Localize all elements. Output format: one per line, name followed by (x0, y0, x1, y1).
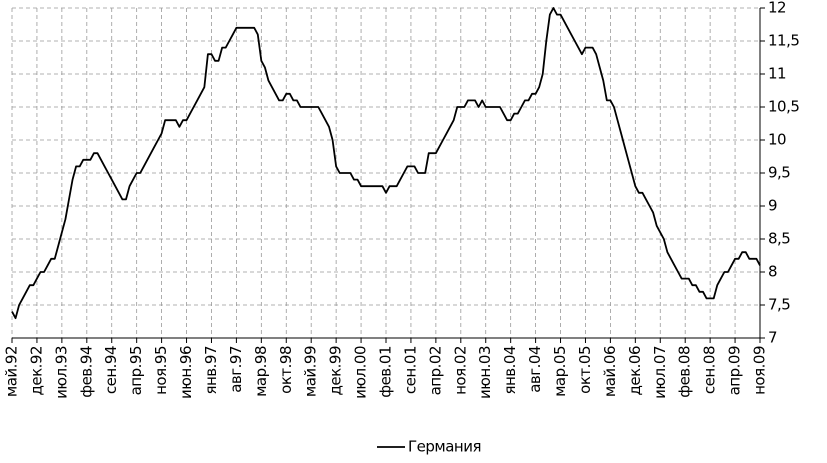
x-tick-label: дек.92 (27, 346, 45, 396)
x-tick-label: янв.04 (501, 346, 519, 395)
x-tick-label: июл.07 (651, 346, 669, 399)
x-tick-label: ноя.09 (751, 346, 769, 395)
x-tick-label: мар.98 (252, 346, 270, 397)
x-tick-label: дек.06 (626, 346, 644, 396)
y-tick-label: 10,5 (768, 98, 799, 116)
x-tick-label: ноя.02 (451, 346, 469, 395)
y-tick-label: 8,5 (768, 230, 790, 248)
x-tick-label: апр.02 (426, 346, 444, 395)
x-tick-label: фев.94 (77, 346, 95, 398)
y-tick-label: 9,5 (768, 164, 790, 182)
x-tick-label: дек.99 (327, 346, 345, 396)
y-tick-label: 7 (768, 329, 777, 347)
x-tick-label: май.99 (302, 346, 320, 397)
x-tick-label: июл.93 (52, 346, 70, 399)
y-tick-label: 12 (768, 0, 786, 17)
line-series (11, 7, 761, 320)
x-tick-label: май.92 (3, 346, 21, 397)
x-tick-label: окт.05 (576, 346, 594, 394)
x-tick-label: фев.08 (676, 346, 694, 398)
x-tick-label: сен.08 (701, 346, 719, 394)
x-tick-label: янв.97 (202, 346, 220, 395)
x-tick-label: сен.01 (401, 346, 419, 394)
x-tick-label: май.06 (601, 346, 619, 397)
x-tick-label: апр.95 (127, 346, 145, 395)
x-tick-label: июл.00 (352, 346, 370, 399)
x-tick-label: авг.97 (227, 346, 245, 393)
y-tick-label: 10 (768, 131, 786, 149)
x-tick-label: фев.01 (377, 346, 395, 398)
x-tick-label: сен.94 (102, 346, 120, 394)
x-tick-label: мар.05 (551, 346, 569, 397)
y-tick-label: 7,5 (768, 296, 790, 314)
x-tick-label: июн.96 (177, 346, 195, 399)
x-tick-label: окт.98 (277, 346, 295, 394)
x-tick-label: ноя.95 (152, 346, 170, 395)
legend-label: Германия (408, 438, 481, 456)
x-tick-label: авг.04 (526, 346, 544, 393)
y-tick-label: 11,5 (768, 32, 799, 50)
y-tick-label: 11 (768, 65, 786, 83)
y-tick-label: 8 (768, 263, 777, 281)
y-tick-label: 9 (768, 197, 777, 215)
x-tick-label: апр.09 (726, 346, 744, 395)
x-tick-label: июн.03 (476, 346, 494, 399)
